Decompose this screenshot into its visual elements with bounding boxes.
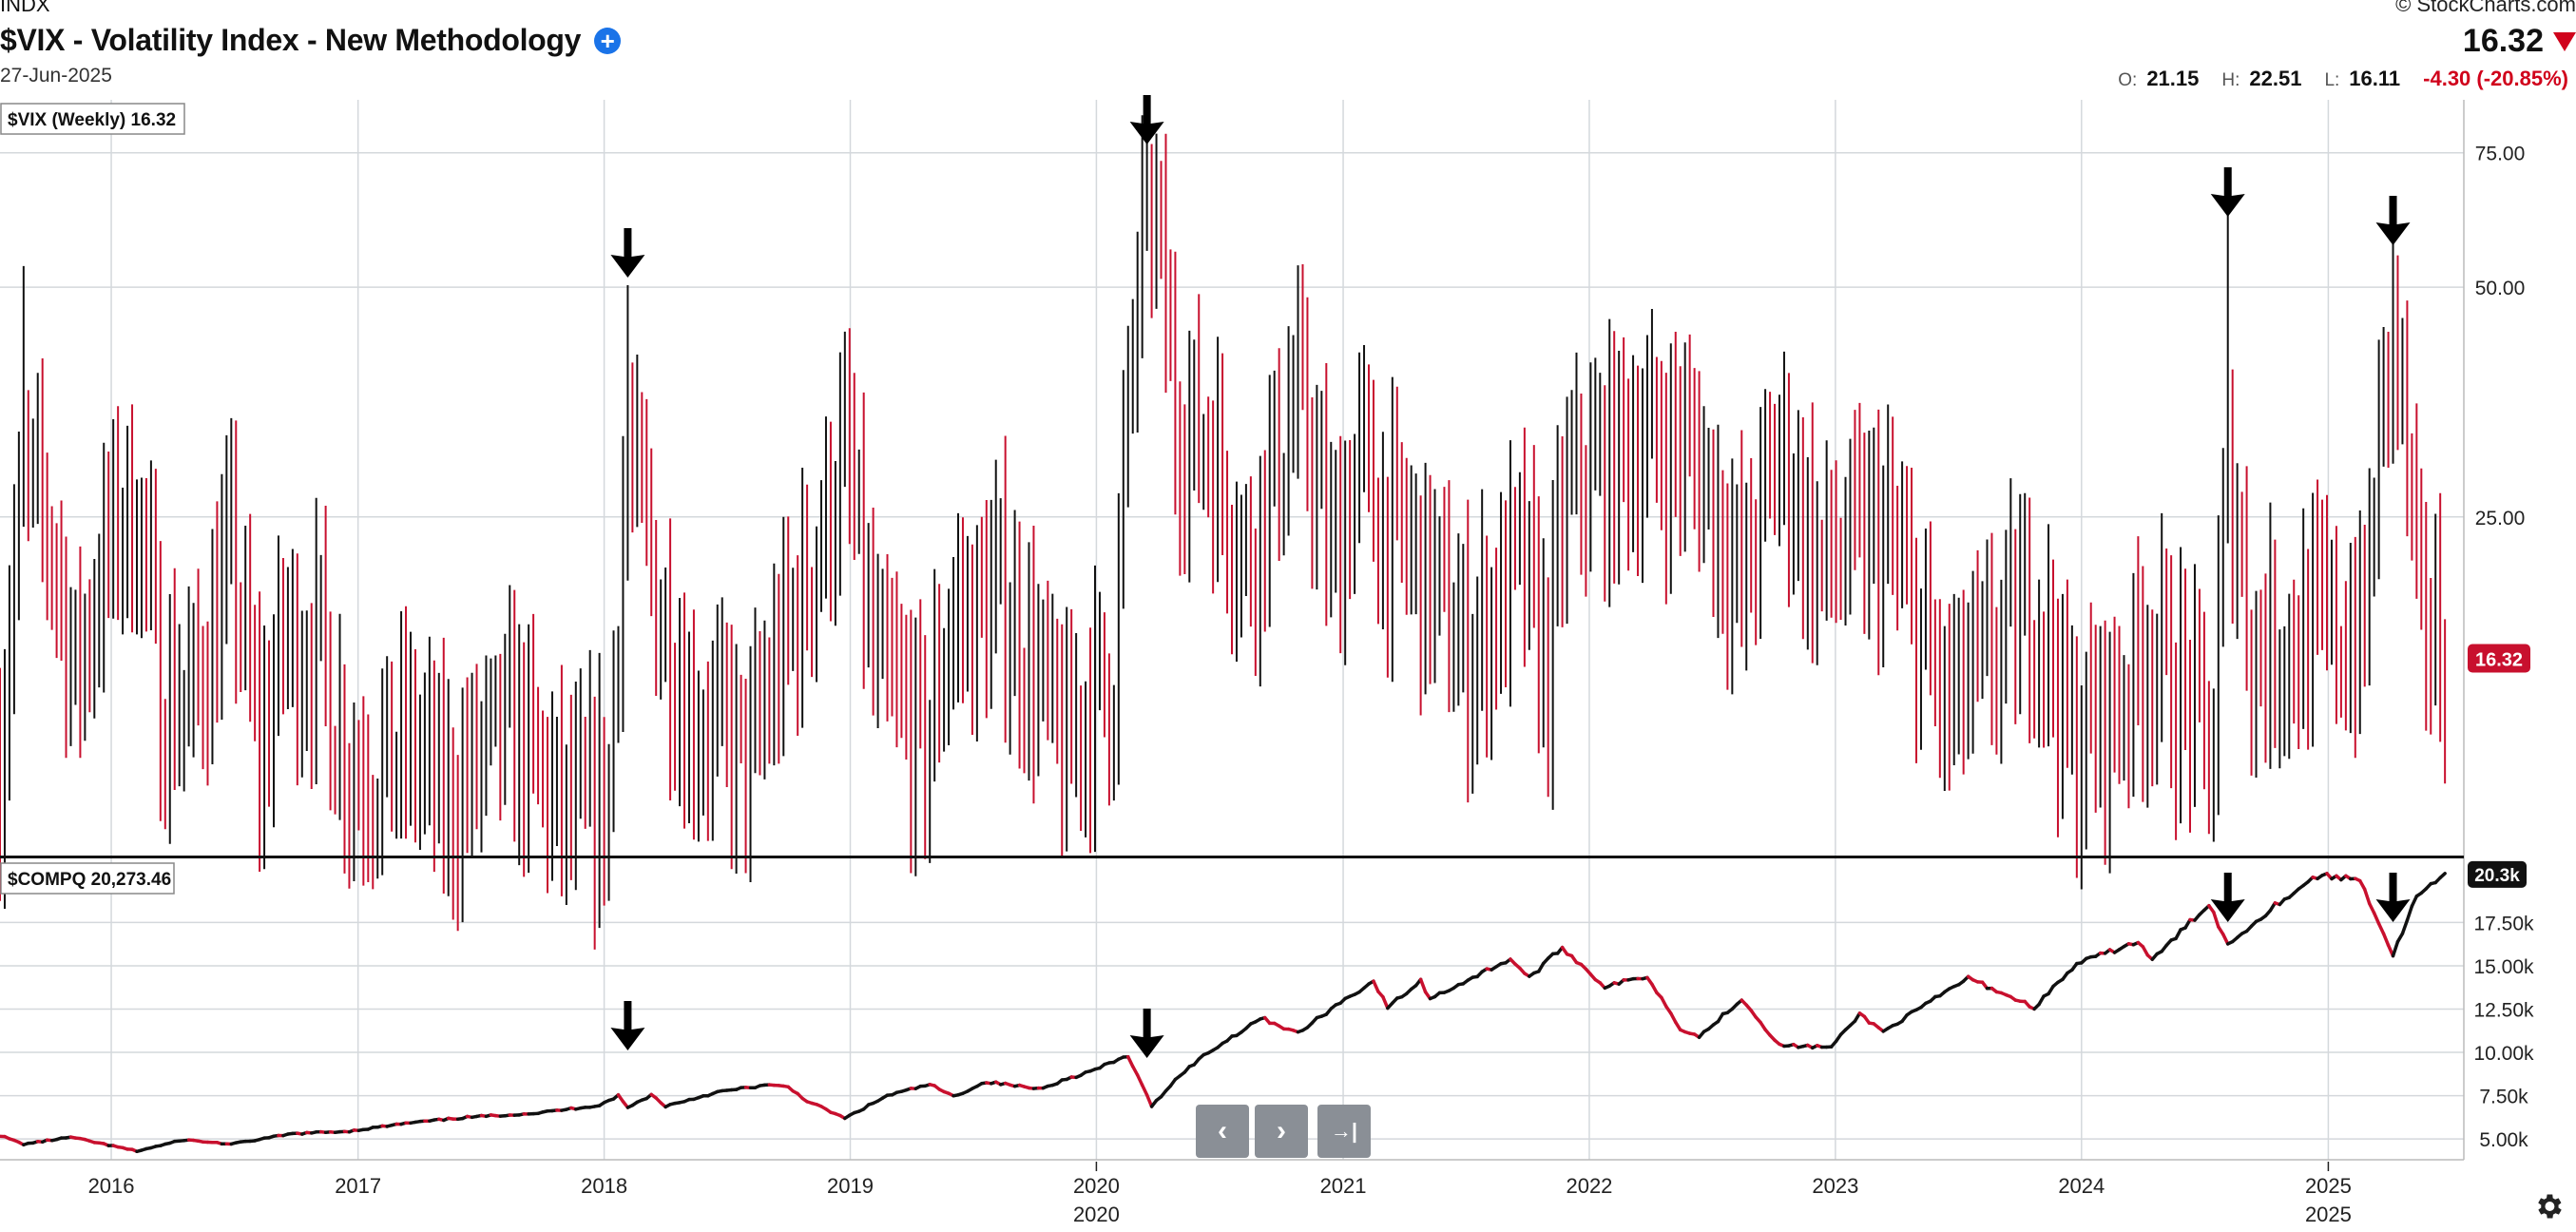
x-tick-label: 2021 [1320, 1174, 1367, 1198]
compq-segment [1372, 979, 1380, 993]
x-tick-label: 2023 [1812, 1174, 1858, 1198]
exchange-label: INDX [0, 0, 50, 16]
x-tick-label: 2022 [1566, 1174, 1612, 1198]
annotation-arrow-compq [2375, 873, 2411, 922]
compq-segment [1144, 1093, 1154, 1108]
x-tick-label: 2024 [2058, 1174, 2105, 1198]
compq-last-label: 20.3k [2474, 866, 2520, 886]
compq-last-badge [2468, 860, 2527, 888]
annotation-arrow-compq [1129, 1009, 1164, 1058]
compq-y-tick-label: 17.50k [2473, 913, 2534, 934]
low-label: L: [2324, 70, 2340, 90]
compq-segment [1418, 977, 1428, 994]
compq-segment [1126, 1054, 1135, 1068]
open-value: 21.15 [2146, 67, 2200, 90]
vix-last-badge [2468, 644, 2530, 673]
vix-legend-text: $VIX (Weekly) 16.32 [8, 110, 176, 130]
vix-y-tick-label: 50.00 [2475, 278, 2526, 299]
compq-segment [2372, 911, 2381, 926]
vix-legend: $VIX (Weekly) 16.32 [0, 103, 185, 135]
compq-segment [1140, 1083, 1149, 1097]
compq-segment [2376, 921, 2386, 935]
compq-segment [2438, 872, 2447, 880]
compq-segment [2362, 887, 2372, 906]
x-tick-label: 2025 [2305, 1174, 2352, 1198]
annotation-arrow-compq [610, 1001, 645, 1050]
compq-y-tick-label: 12.50k [2473, 1000, 2534, 1022]
end-button[interactable]: →| [1317, 1105, 1371, 1158]
vix-y-tick-label: 75.00 [2475, 144, 2526, 165]
compq-segment [2391, 939, 2400, 958]
compq-segment [2410, 894, 2419, 908]
gear-icon[interactable] [2532, 1190, 2565, 1222]
open-label: O: [2118, 70, 2138, 90]
down-triangle-icon [2553, 31, 2576, 51]
vix-last-label: 16.32 [2475, 649, 2523, 670]
panel-border-bottom [0, 856, 2464, 858]
x-tick-label: 2018 [581, 1174, 627, 1198]
annotation-arrow-vix [1129, 95, 1164, 144]
chart-date: 27-Jun-2025 [0, 65, 112, 87]
compq-y-tick-label: 5.00k [2479, 1129, 2528, 1151]
compq-segment [1135, 1073, 1144, 1088]
next-button[interactable]: › [1255, 1105, 1308, 1158]
compq-segment [1660, 995, 1668, 1009]
add-icon[interactable]: + [594, 27, 622, 54]
compq-y-tick-label: 7.50k [2479, 1087, 2528, 1108]
compq-segment [2400, 918, 2410, 935]
compq-segment [2381, 932, 2391, 948]
compq-segment [2174, 928, 2182, 941]
x-tick-label: 2020 [1073, 1174, 1120, 1198]
compq-segment [2405, 904, 2414, 922]
last-price: 16.32 [2462, 23, 2544, 59]
compq-segment [2367, 901, 2376, 915]
x-tick-label: 2016 [88, 1174, 135, 1198]
compq-y-tick-label: 10.00k [2473, 1043, 2534, 1065]
x-tick-label-major: 2025 [2305, 1203, 2352, 1226]
compq-segment [2212, 910, 2220, 929]
change-value: -4.30 (-20.85%) [2423, 67, 2568, 90]
high-label: H: [2221, 70, 2240, 90]
annotation-arrow-vix [2375, 196, 2411, 245]
x-tick-label: 2017 [335, 1174, 381, 1198]
compq-segment [1381, 994, 1390, 1011]
compq-legend-text: $COMPQ 20,273.46 [8, 870, 171, 890]
compq-legend: $COMPQ 20,273.46 [0, 862, 175, 895]
x-tick-label: 2019 [827, 1174, 874, 1198]
annotation-arrow-vix [2210, 167, 2245, 217]
x-tick-label-major: 2020 [1073, 1203, 1120, 1226]
annotation-arrow-vix [610, 228, 645, 278]
vix-y-tick-label: 25.00 [2475, 508, 2526, 529]
compq-segment [2221, 933, 2230, 946]
annotation-arrow-compq [2210, 873, 2245, 922]
compq-segment [1669, 1011, 1678, 1025]
brand-logo[interactable]: © StockCharts.com [2395, 0, 2576, 16]
ohlc-readout: O: 21.15 H: 22.51 L: 16.11 -4.30 (-20.85… [2118, 67, 2568, 91]
compq-y-tick-label: 15.00k [2473, 956, 2534, 978]
prev-button[interactable]: ‹ [1196, 1105, 1249, 1158]
low-value: 16.11 [2349, 67, 2401, 90]
title-row: $VIX - Volatility Index - New Methodolog… [0, 23, 622, 58]
high-value: 22.51 [2249, 67, 2302, 90]
last-price-row: 16.32 [2463, 23, 2576, 60]
chart-title: $VIX - Volatility Index - New Methodolog… [0, 23, 582, 57]
